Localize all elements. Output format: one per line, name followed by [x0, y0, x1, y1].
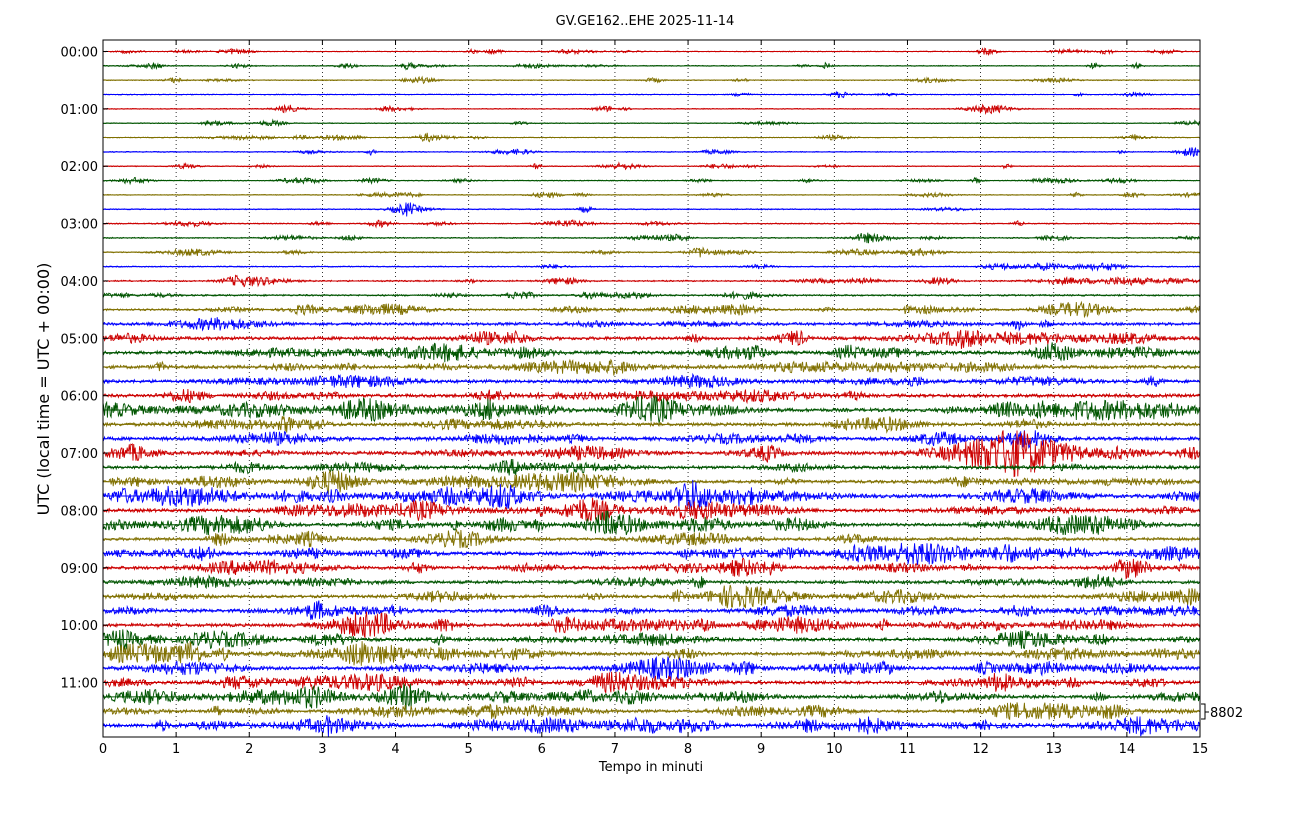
- y-axis-label: UTC (local time = UTC + 00:00): [34, 263, 53, 516]
- seismic-trace: [102, 557, 1201, 580]
- y-tick-label: 07:00: [61, 447, 98, 462]
- seismic-trace: [102, 715, 1201, 737]
- seismic-trace: [102, 430, 1201, 478]
- x-tick-label: 9: [757, 742, 765, 757]
- seismic-trace: [102, 479, 1201, 510]
- x-tick-label: 6: [538, 742, 546, 757]
- seismic-trace: [102, 528, 1201, 549]
- seismic-trace: [102, 329, 1201, 349]
- x-axis-label: Tempo in minuti: [598, 760, 703, 775]
- plot-area: [103, 40, 1200, 737]
- y-tick-label: 02:00: [61, 160, 98, 175]
- y-axis-ticks: 00:00 01:00 02:00 03:00 04:00 05:00 06:00 07:00…: [61, 46, 108, 691]
- x-axis-ticks: 0 1 2 3 4 5 6 7 8 9 10 11 12 13 14 15: [99, 40, 1208, 757]
- y-tick-label: 01:00: [61, 103, 98, 118]
- x-tick-label: 5: [465, 742, 473, 757]
- y-tick-label: 00:00: [61, 46, 98, 61]
- x-tick-label: 15: [1192, 742, 1209, 757]
- scale-bar: 8802: [1201, 703, 1243, 721]
- x-tick-label: 11: [899, 742, 916, 757]
- y-tick-label: 03:00: [61, 218, 98, 233]
- scale-label: 8802: [1210, 706, 1243, 721]
- seismic-trace: [102, 416, 1201, 434]
- seismic-trace: [102, 574, 1201, 590]
- x-tick-label: 12: [972, 742, 989, 757]
- x-tick-label: 3: [318, 742, 326, 757]
- y-tick-label: 08:00: [61, 504, 98, 519]
- x-tick-label: 8: [684, 742, 692, 757]
- seismic-trace: [102, 682, 1201, 711]
- y-tick-label: 05:00: [61, 332, 98, 347]
- x-tick-label: 13: [1045, 742, 1062, 757]
- vertical-grid: [175, 40, 1128, 737]
- seismic-trace: [102, 656, 1201, 680]
- seismic-trace: [102, 389, 1201, 405]
- x-tick-label: 4: [391, 742, 399, 757]
- y-tick-label: 10:00: [61, 619, 98, 634]
- y-tick-label: 09:00: [61, 562, 98, 577]
- x-tick-label: 10: [826, 742, 843, 757]
- x-tick-label: 14: [1119, 742, 1136, 757]
- x-tick-label: 0: [99, 742, 107, 757]
- y-tick-label: 11:00: [61, 676, 98, 691]
- y-tick-label: 04:00: [61, 275, 98, 290]
- trace-group: [102, 47, 1201, 737]
- y-tick-label: 06:00: [61, 390, 98, 405]
- seismic-trace: [102, 671, 1201, 694]
- plot-frame: [102, 39, 1201, 738]
- chart-title: GV.GE162..EHE 2025-11-14: [556, 14, 735, 29]
- x-tick-label: 2: [245, 742, 253, 757]
- scale-bracket: [1201, 703, 1206, 720]
- x-tick-label: 1: [172, 742, 180, 757]
- x-tick-label: 7: [611, 742, 619, 757]
- seismic-trace: [102, 509, 1201, 536]
- seismic-trace: [102, 372, 1201, 389]
